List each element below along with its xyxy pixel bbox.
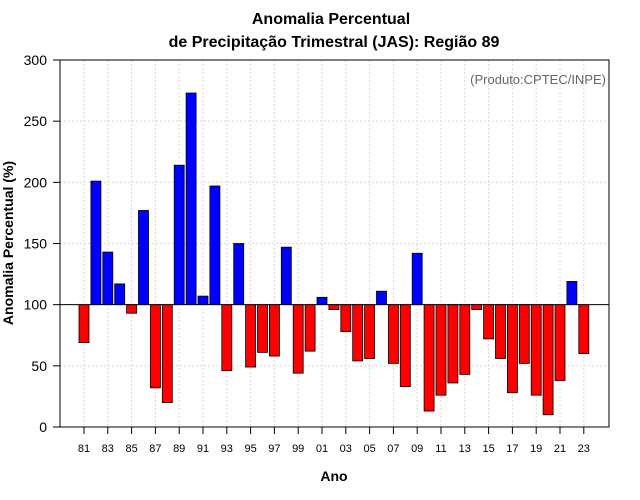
x-tick-label: 99 bbox=[292, 443, 304, 455]
bar-1987 bbox=[149, 304, 161, 389]
bar-2012 bbox=[447, 304, 459, 384]
bar-2005 bbox=[364, 304, 376, 359]
bar-1998 bbox=[280, 246, 292, 306]
bar-2009 bbox=[411, 252, 423, 306]
bars bbox=[78, 92, 590, 416]
bar-1995 bbox=[245, 304, 257, 368]
x-tick-label: 95 bbox=[244, 443, 256, 455]
y-tick-label: 300 bbox=[24, 52, 48, 68]
x-tick-label: 05 bbox=[363, 443, 375, 455]
x-tick-label: 17 bbox=[506, 443, 518, 455]
x-tick-label: 85 bbox=[125, 443, 137, 455]
x-tick-label: 21 bbox=[554, 443, 566, 455]
bar-2018 bbox=[518, 304, 530, 364]
bar-1990 bbox=[185, 92, 197, 306]
bar-1988 bbox=[161, 304, 173, 403]
x-tick-label: 93 bbox=[221, 443, 233, 455]
bar-2016 bbox=[495, 304, 506, 359]
bar-2021 bbox=[554, 304, 566, 381]
x-tick-label: 09 bbox=[411, 443, 423, 455]
x-tick-label: 03 bbox=[340, 443, 352, 455]
bar-1996 bbox=[257, 304, 268, 353]
bar-1993 bbox=[221, 304, 233, 372]
x-tick-label: 91 bbox=[197, 443, 209, 455]
credit-text: (Produto:CPTEC/INPE) bbox=[470, 72, 606, 87]
x-tick-label: 81 bbox=[78, 443, 90, 455]
x-tick-label: 11 bbox=[435, 443, 446, 455]
x-axis-ticks: 81 83 85 87 89 91 93 95 97 99 01 03 05 07 09 11 13 15 17 19… bbox=[78, 427, 590, 455]
x-tick-label: 23 bbox=[578, 443, 590, 455]
x-tick-label: 13 bbox=[459, 443, 471, 455]
bar-2013 bbox=[459, 304, 471, 375]
x-tick-label: 83 bbox=[102, 443, 114, 455]
y-tick-label: 100 bbox=[24, 297, 48, 313]
y-tick-label: 50 bbox=[31, 358, 47, 374]
bar-1989 bbox=[173, 164, 185, 306]
x-axis-label: Ano bbox=[320, 468, 347, 484]
x-tick-label: 19 bbox=[530, 443, 542, 455]
y-tick-label: 0 bbox=[39, 419, 47, 435]
bar-2007 bbox=[387, 304, 399, 364]
x-tick-label: 01 bbox=[316, 443, 328, 455]
bar-2020 bbox=[542, 304, 554, 416]
bar-2008 bbox=[399, 304, 411, 388]
bar-2011 bbox=[435, 304, 447, 396]
x-tick-label: 89 bbox=[173, 443, 185, 455]
x-tick-label: 07 bbox=[387, 443, 399, 455]
bar-2015 bbox=[483, 304, 495, 340]
y-tick-label: 250 bbox=[24, 113, 48, 129]
bar-2006 bbox=[376, 290, 387, 306]
chart-title-line1: Anomalia Percentual bbox=[252, 11, 410, 28]
bar-2010 bbox=[423, 304, 435, 412]
bar-2017 bbox=[506, 304, 518, 394]
x-tick-label: 15 bbox=[482, 443, 494, 455]
bar-2003 bbox=[340, 304, 352, 332]
bar-1984 bbox=[114, 283, 126, 306]
x-tick-label: 87 bbox=[149, 443, 161, 455]
bar-1999 bbox=[292, 304, 304, 374]
y-axis-label: Anomalia Percentual (%) bbox=[0, 161, 16, 325]
bar-1992 bbox=[209, 185, 221, 306]
bar-1997 bbox=[268, 304, 280, 357]
bar-2001 bbox=[316, 296, 328, 306]
bar-2022 bbox=[566, 281, 578, 306]
bar-1981 bbox=[78, 304, 90, 343]
bar-2023 bbox=[578, 304, 590, 354]
y-axis-ticks: 0 50 100 150 200 250 300 bbox=[24, 52, 60, 435]
bar-1985 bbox=[126, 304, 137, 314]
y-tick-label: 200 bbox=[24, 174, 48, 190]
bar-1994 bbox=[233, 243, 245, 306]
bar-1983 bbox=[102, 251, 114, 306]
bar-1982 bbox=[90, 180, 102, 306]
bar-2000 bbox=[304, 304, 316, 352]
chart-title-line2: de Precipitação Trimestral (JAS): Região… bbox=[169, 34, 500, 51]
bar-2002 bbox=[328, 304, 340, 310]
bar-2019 bbox=[530, 304, 542, 396]
bar-1991 bbox=[197, 295, 209, 306]
x-tick-label: 97 bbox=[268, 443, 280, 455]
bar-2004 bbox=[352, 304, 364, 362]
y-tick-label: 150 bbox=[24, 236, 48, 252]
bar-1986 bbox=[138, 210, 149, 306]
bar-2014 bbox=[471, 304, 483, 310]
